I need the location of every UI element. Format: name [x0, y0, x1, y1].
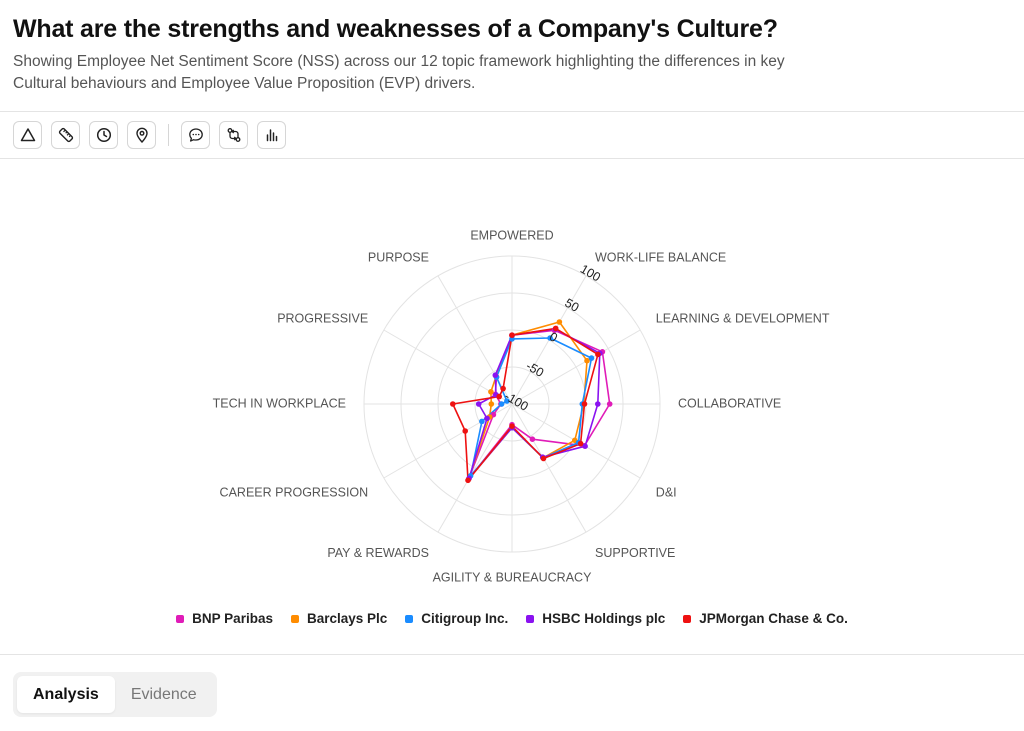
grid-spoke: [511, 403, 587, 533]
ruler-icon: [58, 127, 73, 143]
legend-label: BNP Paribas: [192, 611, 273, 626]
page-title: What are the strengths and weaknesses of…: [13, 15, 778, 43]
data-point[interactable]: [595, 351, 601, 358]
clock-tool-button[interactable]: [89, 121, 118, 149]
data-point[interactable]: [509, 332, 515, 339]
data-point[interactable]: [504, 398, 510, 404]
category-label: CAREER PROGRESSION: [220, 485, 369, 499]
content-divider: [0, 654, 1024, 655]
triangle-icon: [20, 128, 35, 142]
comment-tool-button[interactable]: [181, 121, 210, 149]
data-point[interactable]: [582, 443, 588, 450]
tab-analysis[interactable]: Analysis: [17, 676, 115, 713]
header-divider: [0, 111, 1024, 112]
compare-tool-button[interactable]: [219, 121, 248, 149]
map-pin-icon: [135, 127, 148, 143]
page-subtitle: Showing Employee Net Sentiment Score (NS…: [13, 53, 785, 92]
category-label: WORK-LIFE BALANCE: [595, 250, 726, 264]
data-point[interactable]: [484, 415, 490, 422]
grid-spoke: [437, 403, 513, 533]
header: What are the strengths and weaknesses of…: [13, 14, 1013, 95]
category-label: EMPOWERED: [470, 228, 553, 242]
data-point[interactable]: [479, 418, 485, 425]
legend-item[interactable]: HSBC Holdings plc: [526, 611, 665, 626]
grid-spoke: [511, 329, 641, 405]
clock-icon: [96, 127, 111, 143]
data-point[interactable]: [581, 401, 588, 407]
legend-label: Citigroup Inc.: [421, 611, 509, 626]
data-point[interactable]: [488, 401, 495, 407]
data-point[interactable]: [595, 401, 601, 407]
legend-item[interactable]: JPMorgan Chase & Co.: [683, 611, 848, 626]
data-point[interactable]: [488, 389, 494, 395]
tab-evidence[interactable]: Evidence: [130, 685, 197, 703]
legend-label: HSBC Holdings plc: [542, 611, 666, 626]
legend-label: JPMorgan Chase & Co.: [699, 611, 848, 626]
legend-label: Barclays Plc: [306, 611, 388, 626]
data-point[interactable]: [606, 401, 613, 407]
category-label: LEARNING & DEVELOPMENT: [656, 311, 830, 325]
data-point[interactable]: [547, 335, 553, 341]
data-point[interactable]: [529, 436, 536, 443]
tick-label: -50: [524, 359, 547, 380]
data-point[interactable]: [492, 372, 499, 379]
data-point[interactable]: [577, 440, 584, 447]
legend-swatch: [526, 614, 535, 623]
category-label: D&I: [656, 485, 677, 499]
category-label: PAY & REWARDS: [327, 546, 429, 560]
category-label: SUPPORTIVE: [595, 546, 675, 560]
data-point[interactable]: [588, 355, 595, 361]
tick-label: -100: [502, 389, 531, 414]
legend-swatch: [176, 614, 185, 623]
category-label: TECH IN WORKPLACE: [213, 396, 346, 410]
legend-swatch: [683, 614, 692, 623]
data-point[interactable]: [509, 423, 515, 430]
data-point[interactable]: [556, 319, 563, 325]
data-point[interactable]: [540, 455, 547, 462]
ruler-tool-button[interactable]: [51, 121, 80, 149]
data-point[interactable]: [465, 477, 471, 484]
data-point[interactable]: [552, 325, 559, 332]
location-tool-button[interactable]: [127, 121, 156, 149]
data-point[interactable]: [498, 401, 505, 407]
data-point[interactable]: [496, 393, 503, 400]
tick-label: 50: [562, 296, 581, 315]
legend-item[interactable]: Barclays Plc: [290, 611, 388, 626]
bar-chart-tool-button[interactable]: [257, 121, 286, 149]
data-point[interactable]: [475, 401, 482, 407]
data-point[interactable]: [450, 401, 456, 407]
git-compare-icon: [227, 128, 240, 142]
triangle-tool-button[interactable]: [13, 121, 42, 149]
chat-bubble-icon: [188, 128, 203, 142]
tick-label: 100: [578, 262, 603, 285]
category-label: PURPOSE: [368, 250, 429, 264]
radar-series: [450, 319, 613, 484]
legend-item[interactable]: Citigroup Inc.: [405, 611, 508, 626]
chart-legend: BNP Paribas Barclays Plc Citigroup Inc. HSB…: [0, 611, 1024, 626]
data-point[interactable]: [462, 428, 469, 434]
legend-swatch: [405, 614, 414, 623]
data-point[interactable]: [584, 357, 590, 364]
chart-toolbar: [13, 121, 295, 149]
toolbar-separator: [168, 124, 169, 146]
grid-spoke: [437, 275, 513, 405]
category-label: COLLABORATIVE: [678, 396, 781, 410]
category-label: AGILITY & BUREAUCRACY: [433, 570, 593, 584]
legend-item[interactable]: BNP Paribas: [176, 611, 273, 626]
bar-chart-icon: [266, 129, 277, 142]
toolbar-divider: [0, 158, 1024, 159]
data-point[interactable]: [500, 385, 506, 392]
category-label: PROGRESSIVE: [277, 311, 368, 325]
legend-swatch: [290, 614, 299, 623]
tick-label: 0: [547, 329, 560, 345]
view-tabs: Analysis Evidence: [13, 672, 217, 717]
